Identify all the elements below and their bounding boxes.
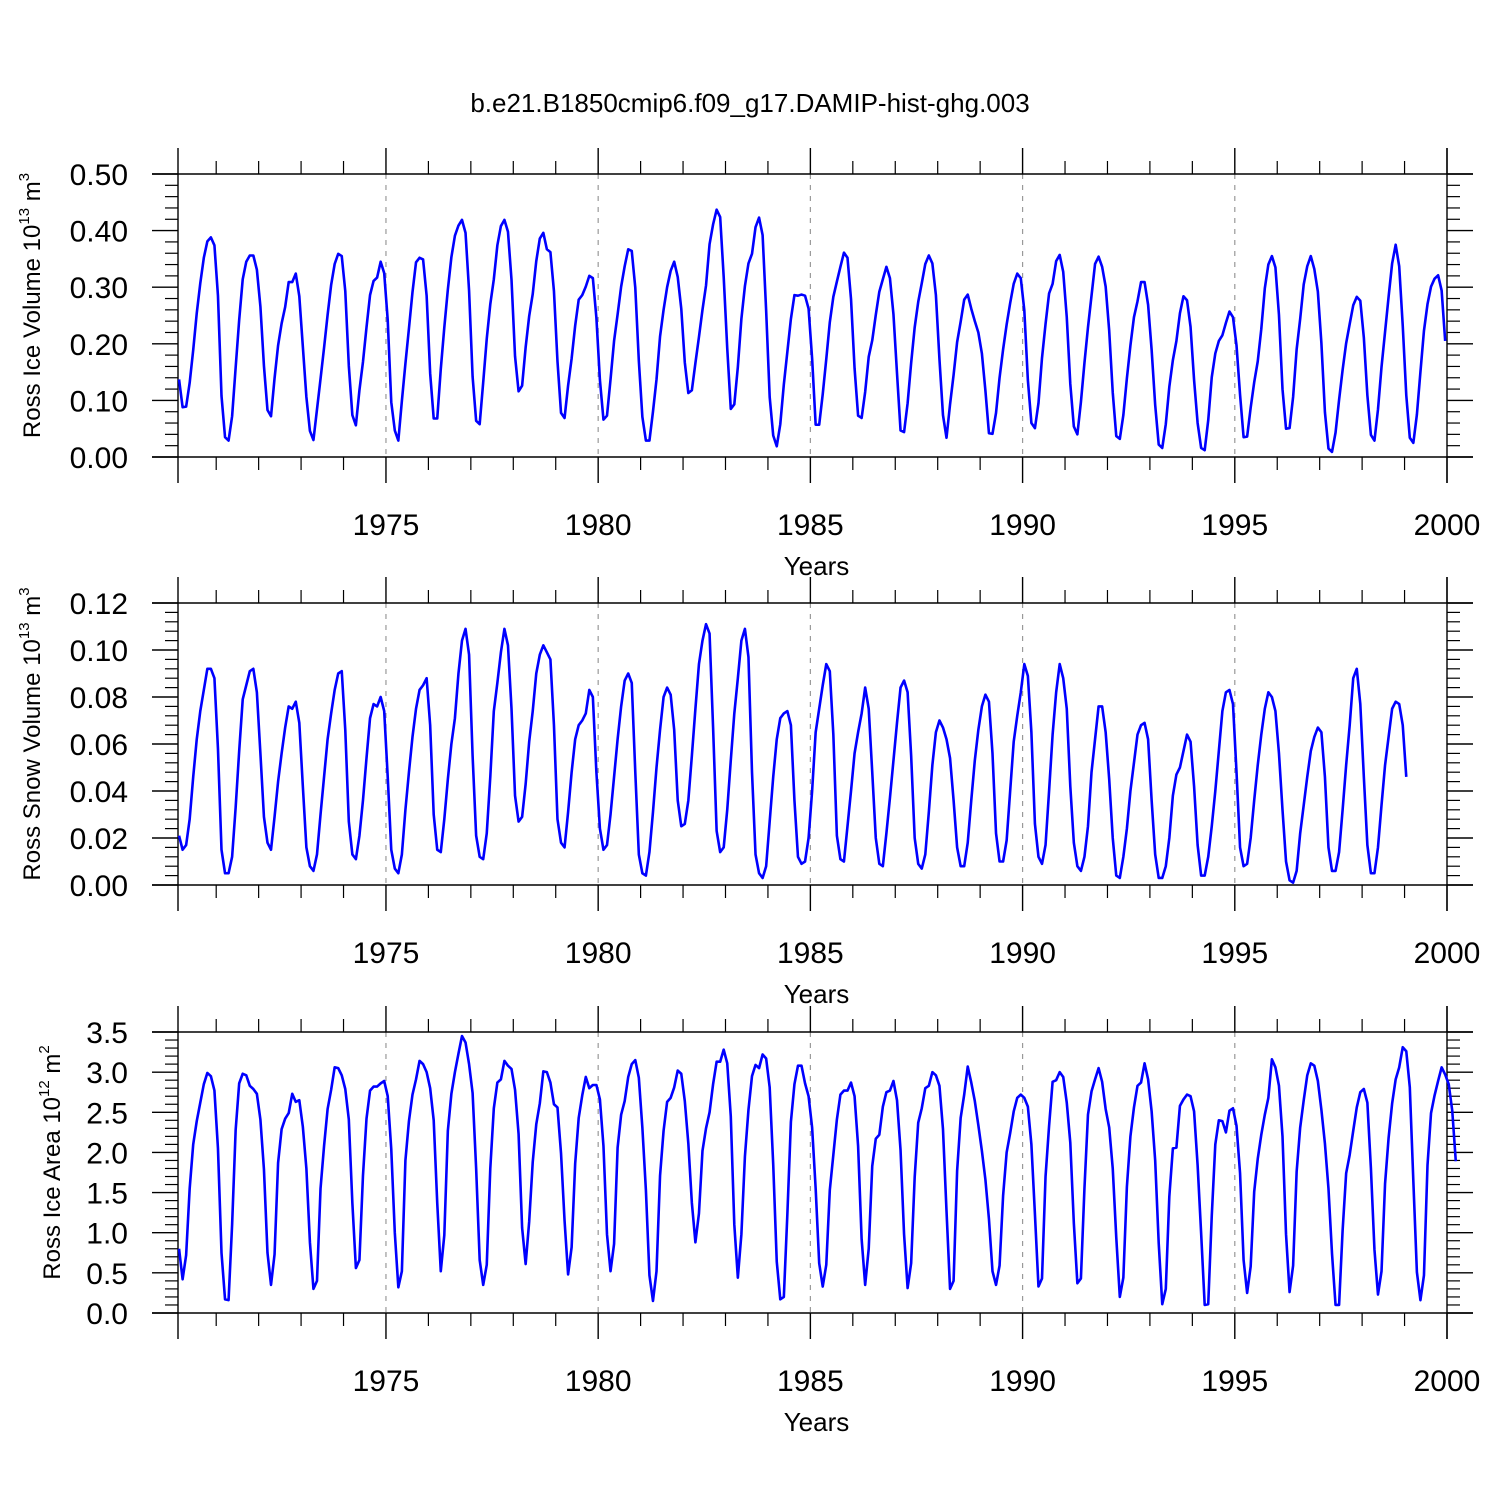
y-tick-label: 0.10 — [70, 635, 128, 668]
y-tick-label: 2.0 — [86, 1137, 128, 1170]
x-tick-label: 1975 — [353, 1365, 420, 1398]
x-tick-label: 1980 — [565, 1365, 632, 1398]
x-tick-label: 2000 — [1414, 1365, 1481, 1398]
x-tick-label: 1995 — [1201, 1365, 1268, 1398]
y-tick-label: 3.5 — [86, 1017, 128, 1050]
y-tick-label: 1.5 — [86, 1178, 128, 1211]
x-axis-label: Years — [784, 551, 850, 581]
y-tick-label: 1.0 — [86, 1218, 128, 1251]
series-line — [177, 208, 1447, 454]
y-tick-label: 0.40 — [70, 216, 128, 249]
y-tick-label: 0.04 — [70, 776, 128, 809]
x-tick-label: 1985 — [777, 937, 844, 970]
x-tick-label: 1990 — [989, 937, 1056, 970]
panel-ross-ice-volume: Ross Ice Volume 1013 m3 Years 0.00 0.10 0.… — [16, 148, 1480, 581]
y-tick-label: 0.10 — [70, 385, 128, 418]
y-label-unit-exponent: 3 — [16, 587, 33, 595]
y-tick-label: 0.30 — [70, 272, 128, 305]
y-axis-label: Ross Ice Volume 1013 m3 — [16, 173, 46, 438]
x-tick-label: 2000 — [1414, 937, 1481, 970]
x-tick-label: 1975 — [353, 937, 420, 970]
x-tick-label: 1995 — [1201, 509, 1268, 542]
x-tick-label: 1990 — [989, 1365, 1056, 1398]
y-tick-label: 0.20 — [70, 329, 128, 362]
y-label-unit: m — [19, 596, 46, 623]
x-tick-label: 1980 — [565, 509, 632, 542]
x-tick-label: 2000 — [1414, 509, 1481, 542]
y-tick-label: 0.50 — [70, 159, 128, 192]
x-tick-label: 1995 — [1201, 937, 1268, 970]
y-label-main: Ross Ice Volume 10 — [19, 225, 46, 438]
y-tick-label: 0.5 — [86, 1258, 128, 1291]
x-tick-label: 1990 — [989, 509, 1056, 542]
y-label-exponent: 13 — [16, 622, 33, 639]
x-tick-label: 1985 — [777, 1365, 844, 1398]
figure-title: b.e21.B1850cmip6.f09_g17.DAMIP-hist-ghg.… — [470, 88, 1029, 118]
y-label-unit: m — [39, 1054, 66, 1081]
y-tick-label: 0.0 — [86, 1298, 128, 1331]
y-label-unit-exponent: 2 — [36, 1045, 53, 1053]
x-tick-label: 1980 — [565, 937, 632, 970]
y-axis-label: Ross Ice Area 1012 m2 — [36, 1045, 66, 1279]
y-tick-label: 0.02 — [70, 823, 128, 856]
panel-ross-ice-area: Ross Ice Area 1012 m2 Years 0.0 0.5 1.0 1.5… — [36, 1006, 1480, 1437]
series-line — [177, 1034, 1458, 1307]
y-tick-label: 3.0 — [86, 1057, 128, 1090]
x-axis-label: Years — [784, 979, 850, 1009]
series-line — [177, 622, 1408, 884]
panel-ross-snow-volume: Ross Snow Volume 1013 m3 Years 0.00 0.02 0… — [16, 577, 1480, 1009]
y-tick-label: 0.00 — [70, 870, 128, 903]
x-axis-label: Years — [784, 1407, 850, 1437]
y-tick-label: 0.08 — [70, 682, 128, 715]
y-tick-label: 2.5 — [86, 1097, 128, 1130]
x-tick-label: 1985 — [777, 509, 844, 542]
y-label-main: Ross Snow Volume 10 — [19, 639, 46, 880]
y-tick-label: 0.00 — [70, 442, 128, 475]
y-label-main: Ross Ice Area 10 — [39, 1097, 66, 1280]
y-label-exponent: 13 — [16, 208, 33, 225]
y-label-unit-exponent: 3 — [16, 173, 33, 181]
y-tick-label: 0.12 — [70, 588, 128, 621]
y-label-exponent: 12 — [36, 1080, 53, 1097]
x-tick-label: 1975 — [353, 509, 420, 542]
y-label-unit: m — [19, 181, 46, 208]
y-axis-label: Ross Snow Volume 1013 m3 — [16, 587, 46, 880]
y-tick-label: 0.06 — [70, 729, 128, 762]
